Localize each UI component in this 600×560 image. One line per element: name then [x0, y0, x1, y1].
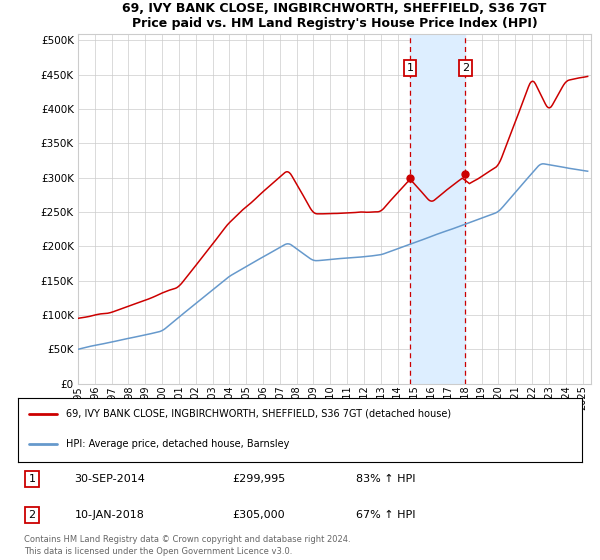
Text: £299,995: £299,995 — [232, 474, 286, 484]
Text: 69, IVY BANK CLOSE, INGBIRCHWORTH, SHEFFIELD, S36 7GT (detached house): 69, IVY BANK CLOSE, INGBIRCHWORTH, SHEFF… — [66, 409, 451, 419]
Text: £305,000: £305,000 — [232, 510, 285, 520]
Text: Contains HM Land Registry data © Crown copyright and database right 2024.
This d: Contains HM Land Registry data © Crown c… — [23, 535, 350, 556]
Text: HPI: Average price, detached house, Barnsley: HPI: Average price, detached house, Barn… — [66, 439, 289, 449]
Text: 1: 1 — [29, 474, 35, 484]
Text: 1: 1 — [407, 63, 413, 73]
Text: 67% ↑ HPI: 67% ↑ HPI — [356, 510, 416, 520]
Text: 83% ↑ HPI: 83% ↑ HPI — [356, 474, 416, 484]
Text: 10-JAN-2018: 10-JAN-2018 — [74, 510, 144, 520]
Text: 30-SEP-2014: 30-SEP-2014 — [74, 474, 145, 484]
Title: 69, IVY BANK CLOSE, INGBIRCHWORTH, SHEFFIELD, S36 7GT
Price paid vs. HM Land Reg: 69, IVY BANK CLOSE, INGBIRCHWORTH, SHEFF… — [122, 2, 547, 30]
Text: 2: 2 — [29, 510, 35, 520]
Text: 2: 2 — [462, 63, 469, 73]
Bar — [410, 34, 466, 384]
